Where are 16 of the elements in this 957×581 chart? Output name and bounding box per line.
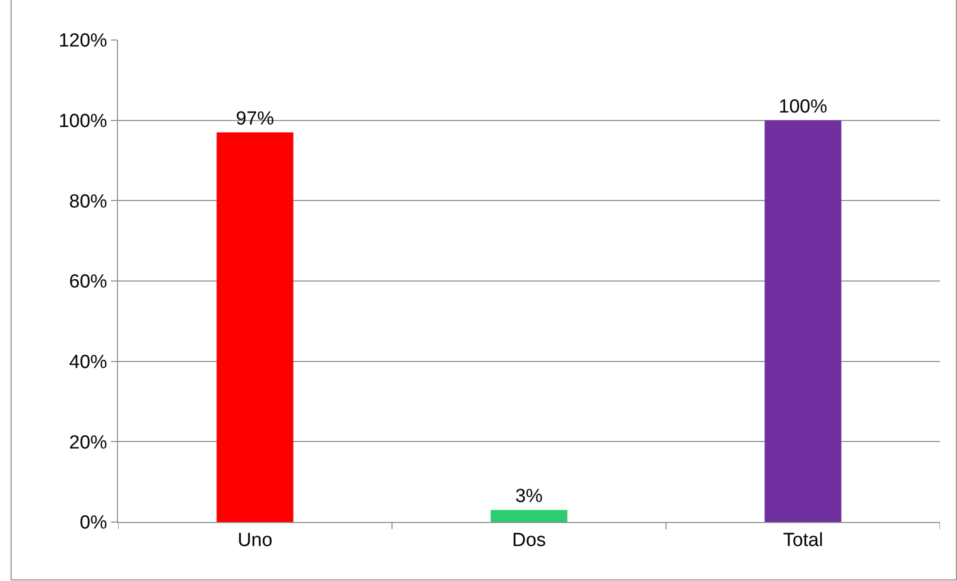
bar xyxy=(764,120,842,522)
y-tick-label: 40% xyxy=(69,352,108,373)
bar xyxy=(216,132,294,522)
data-label: 100% xyxy=(778,96,828,118)
y-tick-label: 120% xyxy=(58,30,108,52)
data-label: 3% xyxy=(515,486,543,507)
y-tick-label: 80% xyxy=(69,191,108,212)
bar xyxy=(490,510,568,522)
x-tick-label: Dos xyxy=(512,530,546,551)
x-tick-label: Total xyxy=(782,530,824,551)
data-label: 97% xyxy=(236,108,274,130)
y-tick-label: 0% xyxy=(80,512,108,534)
y-tick-label: 100% xyxy=(58,110,108,132)
y-tick-label: 20% xyxy=(69,432,108,454)
x-tick-label: Uno xyxy=(238,530,272,551)
y-tick-label: 60% xyxy=(69,272,108,293)
